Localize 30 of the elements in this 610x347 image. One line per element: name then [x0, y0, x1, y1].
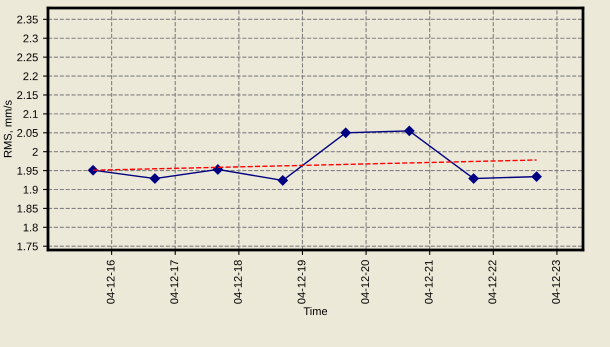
- point: [340, 128, 351, 138]
- y-tick-label: 1.75: [18, 242, 38, 250]
- x-tick-label: 04-12-19: [298, 260, 306, 304]
- y-tick-label: 2.25: [17, 53, 38, 62]
- point: [212, 164, 223, 175]
- x-tick-label: 04-12-17: [170, 260, 178, 304]
- y-axis-title: RMS, mm/s: [4, 100, 13, 158]
- point: [278, 175, 288, 186]
- y-tick-label: 2: [32, 148, 38, 156]
- point: [404, 126, 414, 136]
- y-tick-label: 2.05: [17, 129, 38, 137]
- y-tick-label: 2.35: [17, 16, 38, 24]
- y-tick-label: 1.8: [24, 224, 38, 232]
- point: [150, 173, 160, 184]
- x-tick-label: 04-12-16: [106, 260, 115, 304]
- point: [468, 173, 479, 184]
- x-tick-label: 04-12-20: [361, 260, 370, 304]
- y-tick-label: 2.3: [23, 34, 38, 42]
- y-tick-label: 2.2: [23, 72, 38, 80]
- y-tick-label: 2.15: [17, 91, 38, 100]
- y-tick-label: 1.85: [18, 204, 38, 213]
- x-axis-title: Time: [304, 306, 328, 316]
- x-tick-label: 04-12-22: [488, 260, 496, 304]
- point: [531, 172, 542, 182]
- y-tick-label: 1.9: [24, 186, 38, 194]
- y-tick-label: 1.95: [18, 166, 38, 175]
- x-tick-label: 04-12-23: [552, 260, 560, 304]
- x-tick-label: 04-12-18: [234, 260, 242, 304]
- y-tick-label: 2.1: [23, 110, 38, 118]
- x-tick-label: 04-12-21: [424, 260, 433, 304]
